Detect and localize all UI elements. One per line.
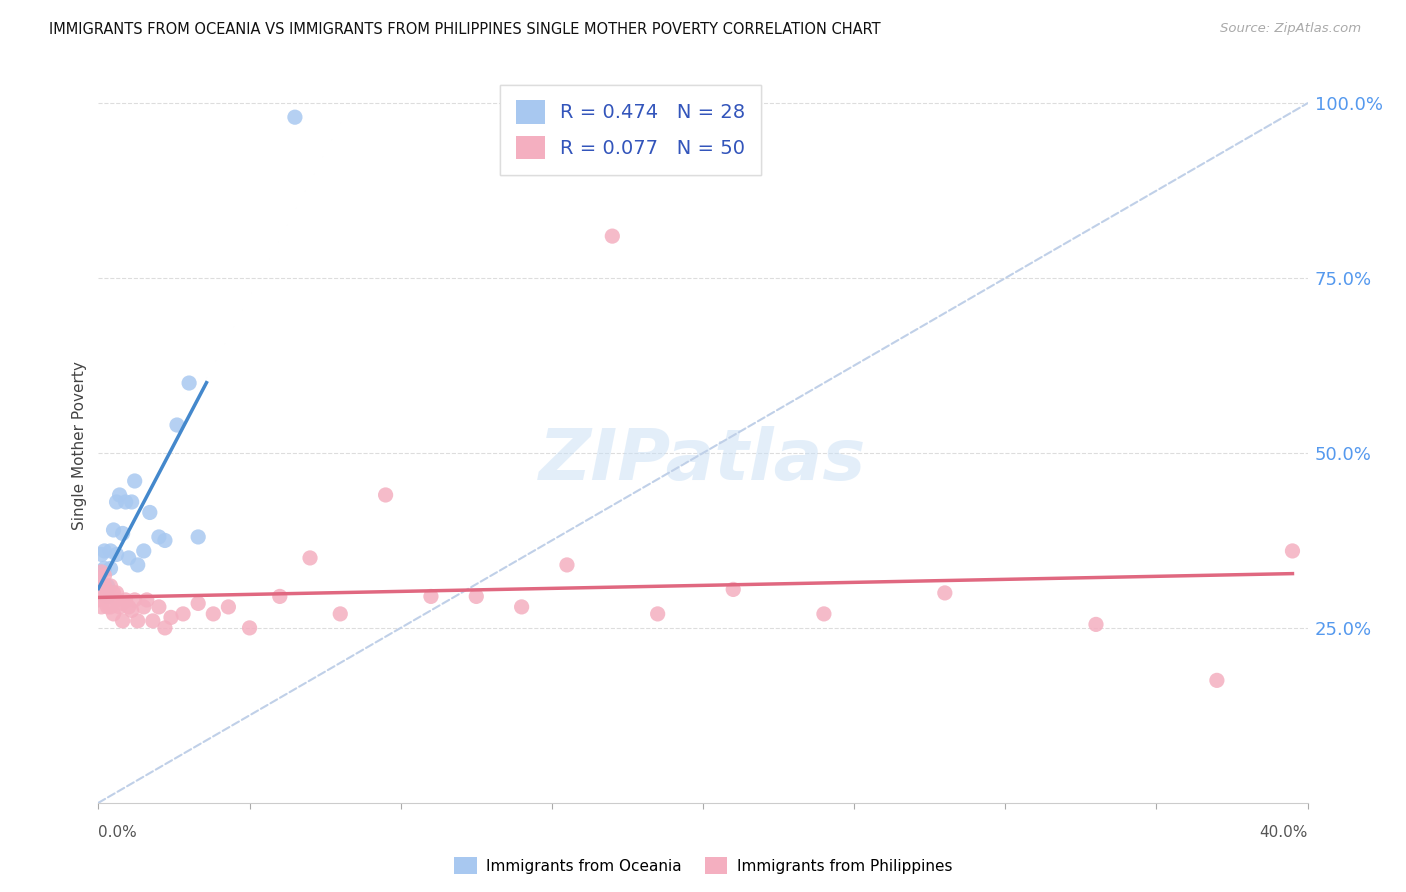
Point bbox=[124, 593, 146, 607]
Point bbox=[135, 593, 157, 607]
Point bbox=[93, 590, 115, 604]
Point bbox=[103, 523, 125, 537]
Text: ZIPatlas: ZIPatlas bbox=[540, 425, 866, 495]
Point bbox=[96, 579, 118, 593]
Point bbox=[90, 586, 112, 600]
Point bbox=[148, 599, 170, 614]
Point bbox=[111, 614, 134, 628]
Point bbox=[1281, 544, 1303, 558]
Point bbox=[1206, 673, 1229, 688]
Point bbox=[465, 590, 488, 604]
Point bbox=[153, 621, 176, 635]
Point bbox=[114, 593, 136, 607]
Point bbox=[172, 607, 194, 621]
Point bbox=[105, 586, 128, 600]
Point bbox=[124, 474, 146, 488]
Point bbox=[329, 607, 352, 621]
Text: Source: ZipAtlas.com: Source: ZipAtlas.com bbox=[1220, 22, 1361, 36]
Point bbox=[93, 568, 115, 582]
Point bbox=[105, 548, 128, 562]
Point bbox=[90, 548, 112, 562]
Point bbox=[139, 506, 162, 520]
Point bbox=[217, 599, 239, 614]
Point bbox=[90, 565, 112, 579]
Point bbox=[93, 579, 115, 593]
Point bbox=[118, 550, 141, 565]
Point bbox=[187, 530, 209, 544]
Point bbox=[93, 561, 115, 575]
Point bbox=[111, 596, 134, 610]
Point bbox=[284, 110, 307, 124]
Point bbox=[153, 533, 176, 548]
Text: 0.0%: 0.0% bbox=[98, 825, 138, 840]
Point bbox=[269, 590, 291, 604]
Point bbox=[179, 376, 201, 390]
Legend: R = 0.474   N = 28, R = 0.077   N = 50: R = 0.474 N = 28, R = 0.077 N = 50 bbox=[501, 85, 761, 175]
Point bbox=[100, 544, 122, 558]
Point bbox=[90, 579, 112, 593]
Point bbox=[647, 607, 669, 621]
Point bbox=[103, 607, 125, 621]
Point bbox=[510, 599, 533, 614]
Legend: Immigrants from Oceania, Immigrants from Philippines: Immigrants from Oceania, Immigrants from… bbox=[447, 851, 959, 880]
Point bbox=[90, 565, 112, 579]
Point bbox=[105, 593, 128, 607]
Point bbox=[602, 229, 624, 244]
Point bbox=[118, 599, 141, 614]
Point bbox=[299, 550, 322, 565]
Text: IMMIGRANTS FROM OCEANIA VS IMMIGRANTS FROM PHILIPPINES SINGLE MOTHER POVERTY COR: IMMIGRANTS FROM OCEANIA VS IMMIGRANTS FR… bbox=[49, 22, 880, 37]
Point bbox=[96, 590, 118, 604]
Point bbox=[127, 558, 149, 572]
Point bbox=[105, 495, 128, 509]
Point bbox=[374, 488, 396, 502]
Point bbox=[142, 614, 165, 628]
Point bbox=[93, 544, 115, 558]
Point bbox=[121, 495, 143, 509]
Point bbox=[160, 610, 183, 624]
Point bbox=[723, 582, 745, 597]
Point bbox=[114, 495, 136, 509]
Point bbox=[132, 599, 155, 614]
Point bbox=[96, 590, 118, 604]
Point bbox=[108, 599, 131, 614]
Point bbox=[100, 579, 122, 593]
Point bbox=[96, 599, 118, 614]
Point bbox=[111, 526, 134, 541]
Point bbox=[108, 488, 131, 502]
Text: 40.0%: 40.0% bbox=[1260, 825, 1308, 840]
Point bbox=[127, 614, 149, 628]
Point bbox=[239, 621, 262, 635]
Point bbox=[132, 544, 155, 558]
Point bbox=[121, 603, 143, 617]
Point bbox=[555, 558, 578, 572]
Point bbox=[420, 590, 443, 604]
Point bbox=[148, 530, 170, 544]
Point bbox=[103, 586, 125, 600]
Y-axis label: Single Mother Poverty: Single Mother Poverty bbox=[72, 361, 87, 531]
Point bbox=[90, 599, 112, 614]
Point bbox=[87, 593, 110, 607]
Point bbox=[187, 596, 209, 610]
Point bbox=[1085, 617, 1108, 632]
Point bbox=[87, 572, 110, 586]
Point bbox=[202, 607, 225, 621]
Point bbox=[100, 561, 122, 575]
Point bbox=[813, 607, 835, 621]
Point bbox=[166, 417, 188, 432]
Point bbox=[100, 599, 122, 614]
Point bbox=[934, 586, 956, 600]
